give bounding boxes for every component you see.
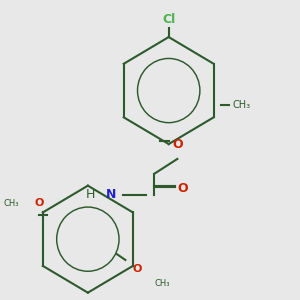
Text: CH₃: CH₃ [232, 100, 250, 110]
Text: H: H [86, 188, 95, 201]
Text: Cl: Cl [162, 13, 175, 26]
Text: O: O [132, 264, 142, 274]
Text: CH₃: CH₃ [3, 199, 19, 208]
Text: N: N [106, 188, 116, 201]
Text: O: O [172, 138, 183, 151]
Text: O: O [178, 182, 188, 195]
Text: O: O [34, 199, 44, 208]
Text: CH₃: CH₃ [154, 279, 170, 288]
